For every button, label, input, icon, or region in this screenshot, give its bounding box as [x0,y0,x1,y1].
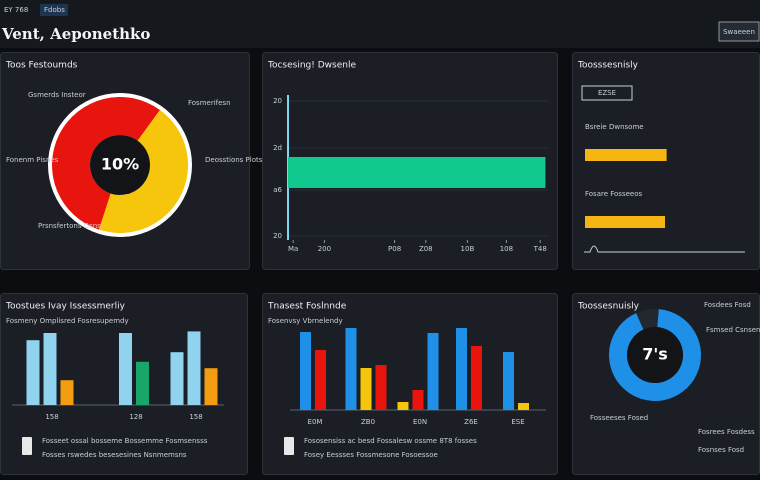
donut-segment [51,97,160,230]
note: Fososensiss ac besd Fossalesw ossme 8T8 … [304,437,477,445]
panel-title: Toostues Ivay Issessmerliy [5,302,126,312]
panel-title: Tnasest Foslnnde [267,302,347,312]
x-tick-label: 200 [318,245,331,253]
bar [43,333,57,405]
donut-segment [98,109,188,233]
panels: Toos Festoumds 10% Gsmerds Insteor Fosmerif… [0,52,760,475]
donut-label: Gsmerds Insteor [28,91,86,99]
bar [427,333,439,410]
axis-line [584,245,745,253]
donut-label: Fosmerifesn [188,99,231,107]
bar [456,328,467,410]
bar [471,346,482,410]
y-label: 2d [273,144,282,152]
donut-center-label: 10% [101,155,139,174]
x-tick-label: 128 [129,413,142,421]
x-tick-label: 158 [189,413,202,421]
x-tick-label: ESE [511,418,524,426]
x-tick-label: 10B [461,245,475,253]
donut-label: Fosdees Fosd [704,301,751,309]
donut-label: Fosseeses Fosed [590,414,648,422]
bar-label: Fosare Fosseeos [585,190,643,198]
bar [412,390,424,410]
donut-label: Deosstions Plots [205,156,263,164]
x-tick-label: P08 [388,245,401,253]
panel-title: Tocsesing! Dwsenle [267,61,356,71]
bar [60,380,74,405]
bar [518,403,529,410]
bar [375,365,387,410]
donut-segment [636,309,659,330]
donut-hole [627,327,683,383]
header-button-label[interactable]: Swaeeen [723,28,755,36]
panel-title: Toossesnuisly [577,302,640,312]
note-icon [284,437,294,455]
bar [300,332,311,410]
donut-label: Fosrees Fosdess [698,428,755,436]
x-tick-label: ZB0 [361,418,375,426]
y-label: 20 [273,97,282,105]
donut-segment [609,309,702,402]
note: Fosses rswedes besesesines Nsnmemsns [42,451,187,459]
donut-label: Fosnses Fosd [698,446,744,454]
bar [397,402,409,410]
x-tick-label: Z08 [419,245,433,253]
panel [262,293,558,475]
x-tick-label: 158 [45,413,58,421]
bar [503,352,514,410]
header-bar [0,0,760,48]
bar [585,149,667,161]
bar [585,216,665,228]
topbar-tab-bg[interactable] [40,4,68,16]
bar [288,157,546,188]
donut-hole [90,135,150,195]
note-icon [22,437,32,455]
x-tick-label: Z6E [464,418,478,426]
donut-center-label: 7's [642,345,668,364]
panel-subtitle: Fosenvsy Vbrnelendy [268,317,343,325]
x-tick-label: 108 [500,245,513,253]
bar [315,350,326,410]
x-tick-label: E0M [308,418,323,426]
topbar-tab[interactable]: Fdobs [44,6,65,14]
bar-label: Bsreie Dwnsome [585,123,644,131]
panel-subtitle: Fosmeny Omplisred Fosresupemdy [6,317,129,325]
bar [187,331,201,405]
bar [119,333,132,405]
x-tick-label: E0N [413,418,427,426]
bar [136,361,149,405]
y-label: a6 [273,186,282,194]
bar [170,352,184,405]
page-title: Vent, Aeponethko [1,25,150,43]
note: Fosey Eessses Fossmesone Fosoessoe [304,451,438,459]
donut-label: Prsnsfertons Dsns [38,222,101,230]
panel-title: Toos Festoumds [5,61,78,71]
badge-box[interactable] [581,85,633,101]
bar [204,368,218,405]
bar [26,340,40,405]
donut-label: Fonenm Pisnes [6,156,59,164]
note: Fosseet ossal bosseme Bossemme Fosmsenss… [42,437,208,445]
panel-title: Toosssesnisly [577,61,639,71]
x-tick-label: Ma [288,245,298,253]
bar [360,368,372,410]
y-label: 20 [273,232,282,240]
x-tick-label: T48 [533,245,547,253]
header-button[interactable] [718,21,760,42]
bar [345,328,357,410]
donut-label: Fsmsed Csnsens [706,326,760,334]
topbar-left: EY 768 [4,6,28,14]
badge[interactable]: EZSE [598,89,616,97]
